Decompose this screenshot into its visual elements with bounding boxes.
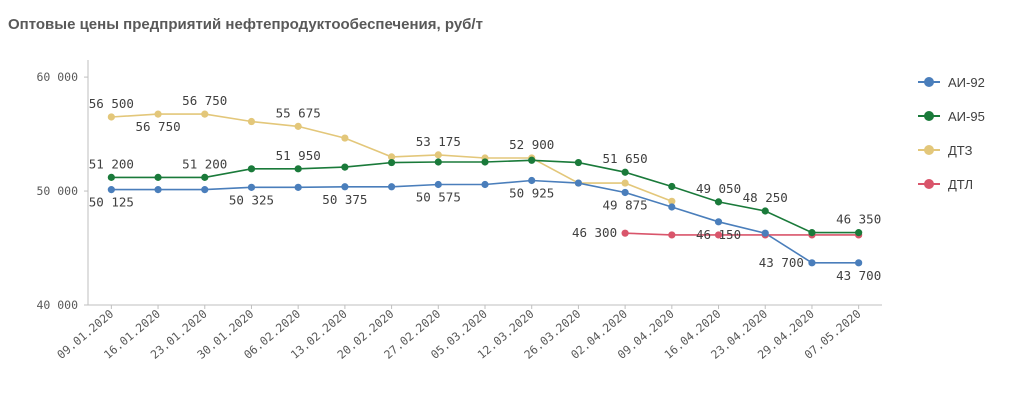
legend-label: ДТЗ bbox=[948, 142, 973, 158]
legend-marker-icon bbox=[918, 144, 940, 156]
data-point bbox=[341, 134, 349, 142]
legend-item[interactable]: ДТЛ bbox=[918, 167, 985, 201]
data-point bbox=[668, 231, 676, 239]
data-point bbox=[107, 113, 115, 121]
data-point bbox=[668, 197, 676, 205]
data-point bbox=[434, 158, 442, 166]
data-point bbox=[621, 188, 629, 197]
data-label: 50 125 bbox=[89, 195, 134, 210]
data-label: 46 150 bbox=[696, 227, 741, 242]
data-point bbox=[481, 158, 489, 166]
data-point bbox=[855, 259, 863, 267]
data-point bbox=[201, 173, 209, 181]
data-point bbox=[247, 165, 256, 173]
data-point bbox=[761, 207, 769, 215]
data-point bbox=[714, 218, 723, 226]
legend-marker-icon bbox=[918, 178, 940, 190]
data-label: 56 750 bbox=[135, 119, 180, 134]
data-point bbox=[528, 156, 536, 164]
data-label: 50 575 bbox=[416, 189, 461, 204]
data-label: 46 350 bbox=[836, 212, 881, 227]
legend-item[interactable]: ДТЗ bbox=[918, 133, 985, 167]
data-label: 51 200 bbox=[89, 156, 134, 171]
chart-title: Оптовые цены предприятий нефтепродуктооб… bbox=[8, 16, 483, 33]
data-point bbox=[294, 122, 302, 130]
y-tick-label: 50 000 bbox=[36, 184, 78, 198]
legend-label: АИ-92 bbox=[948, 74, 985, 90]
data-point bbox=[528, 176, 536, 185]
data-label: 56 500 bbox=[89, 96, 134, 111]
data-point bbox=[341, 183, 349, 191]
data-point bbox=[154, 173, 162, 181]
legend-marker-icon bbox=[918, 76, 940, 88]
data-point bbox=[668, 182, 676, 191]
data-point bbox=[107, 186, 115, 194]
data-point bbox=[855, 229, 863, 237]
data-point bbox=[761, 229, 769, 237]
data-label: 43 700 bbox=[759, 255, 804, 270]
data-point bbox=[247, 117, 256, 126]
data-label: 53 175 bbox=[416, 134, 461, 149]
data-point bbox=[387, 158, 396, 167]
data-point bbox=[621, 168, 629, 176]
data-label: 50 375 bbox=[322, 192, 367, 207]
data-point bbox=[154, 186, 162, 194]
y-tick-label: 40 000 bbox=[36, 298, 78, 312]
data-label: 51 650 bbox=[603, 151, 648, 166]
data-point bbox=[668, 203, 676, 211]
data-label: 50 325 bbox=[229, 192, 274, 207]
data-point bbox=[481, 180, 489, 189]
data-point bbox=[201, 110, 209, 118]
data-label: 50 925 bbox=[509, 186, 554, 201]
data-point bbox=[434, 151, 442, 159]
data-label: 52 900 bbox=[509, 137, 554, 152]
data-label: 48 250 bbox=[743, 190, 788, 205]
data-point bbox=[621, 179, 629, 187]
data-point bbox=[714, 231, 723, 239]
data-point bbox=[294, 165, 302, 173]
data-point bbox=[247, 183, 256, 191]
chart-legend: АИ-92 АИ-95 ДТЗ ДТЛ bbox=[918, 65, 985, 201]
series-line bbox=[625, 232, 859, 236]
y-tick-label: 60 000 bbox=[36, 70, 78, 84]
data-point bbox=[808, 229, 816, 237]
legend-item[interactable]: АИ-92 bbox=[918, 65, 985, 99]
data-point bbox=[434, 180, 442, 189]
data-point bbox=[574, 158, 583, 167]
data-point bbox=[107, 173, 115, 181]
legend-label: ДТЛ bbox=[948, 176, 973, 192]
data-label: 49 875 bbox=[603, 197, 648, 212]
data-label: 46 300 bbox=[572, 225, 617, 240]
legend-marker-icon bbox=[918, 110, 940, 122]
data-point bbox=[574, 179, 583, 187]
legend-item[interactable]: АИ-95 bbox=[918, 99, 985, 133]
data-point bbox=[201, 186, 209, 194]
data-point bbox=[294, 183, 302, 191]
data-label: 56 750 bbox=[182, 93, 227, 108]
data-point bbox=[621, 229, 629, 237]
data-label: 51 950 bbox=[276, 148, 321, 163]
legend-label: АИ-95 bbox=[948, 108, 985, 124]
data-label: 55 675 bbox=[276, 105, 321, 120]
data-label: 51 200 bbox=[182, 156, 227, 171]
data-label: 49 050 bbox=[696, 181, 741, 196]
data-point bbox=[387, 183, 396, 191]
data-point bbox=[154, 110, 162, 118]
data-point bbox=[714, 198, 723, 206]
data-point bbox=[387, 153, 396, 161]
data-point bbox=[808, 259, 816, 267]
data-point bbox=[341, 163, 349, 171]
data-label: 43 700 bbox=[836, 268, 881, 283]
